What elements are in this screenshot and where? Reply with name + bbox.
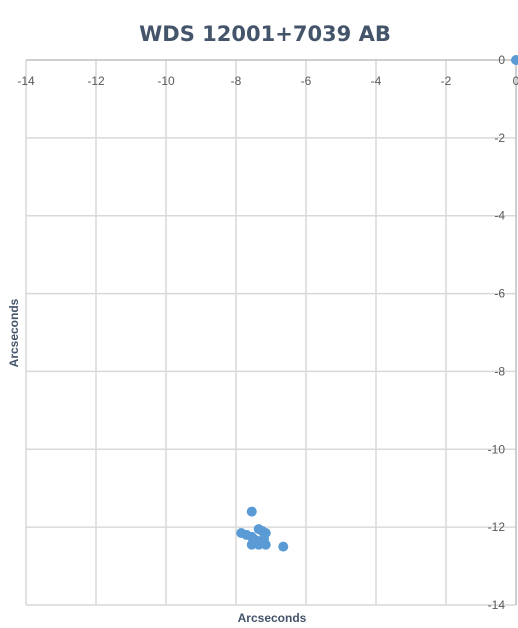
- x-tick-label: -10: [157, 74, 175, 88]
- y-tick-label: -10: [488, 442, 506, 456]
- y-tick-label: -2: [494, 131, 505, 145]
- data-point: [260, 539, 271, 550]
- x-tick-label: -14: [17, 74, 35, 88]
- y-tick-label: 0: [498, 53, 505, 67]
- x-tick-label: -8: [231, 74, 242, 88]
- y-tick-label: -4: [494, 209, 505, 223]
- x-tick-label: -2: [441, 74, 452, 88]
- data-point: [278, 541, 289, 552]
- chart-title: WDS 12001+7039 AB: [139, 22, 391, 46]
- y-tick-label: -12: [488, 520, 506, 534]
- data-point: [246, 506, 257, 517]
- axes: [26, 59, 517, 605]
- data-point: [511, 55, 518, 65]
- x-tick-label: -4: [371, 74, 382, 88]
- x-tick-label: -12: [87, 74, 105, 88]
- x-tick-labels: -14 -12 -10 -8 -6 -4 -2 0: [17, 74, 518, 88]
- y-tick-label: -14: [488, 598, 506, 612]
- gridlines: [25, 60, 516, 606]
- y-tick-label: -6: [494, 287, 505, 301]
- x-tick-label: -6: [301, 74, 312, 88]
- data-point: [253, 539, 264, 550]
- data-points: [236, 55, 518, 552]
- y-tick-labels: 0 -2 -4 -6 -8 -10 -12 -14: [488, 53, 506, 612]
- data-point: [246, 539, 257, 550]
- y-axis-title: Arcseconds: [7, 298, 21, 367]
- x-tick-label: 0: [513, 74, 518, 88]
- x-axis-title: Arcseconds: [238, 611, 307, 625]
- y-tick-label: -8: [494, 364, 505, 378]
